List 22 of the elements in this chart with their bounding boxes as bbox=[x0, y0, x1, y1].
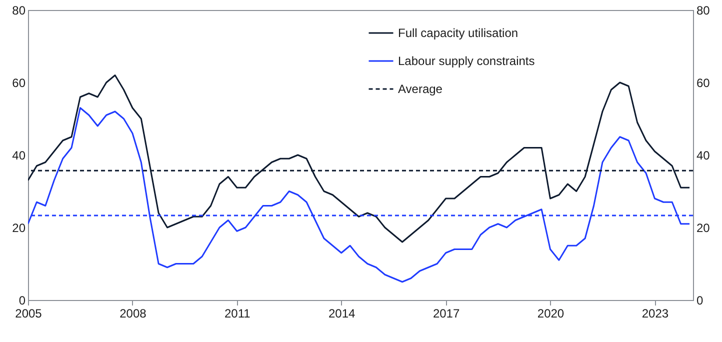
y-tick-label: 20 bbox=[12, 221, 26, 235]
legend-label: Average bbox=[398, 82, 443, 96]
x-tick-label: 2014 bbox=[328, 306, 356, 320]
x-tick-label: 2011 bbox=[224, 306, 251, 320]
x-tick-label: 2023 bbox=[642, 306, 669, 320]
line-series bbox=[28, 107, 690, 283]
y2-tick-label: 80 bbox=[696, 4, 710, 18]
line-series bbox=[28, 74, 690, 243]
x-tick-label: 2017 bbox=[432, 306, 460, 320]
x-tick-label: 2008 bbox=[120, 306, 147, 320]
legend-label: Full capacity utilisation bbox=[398, 26, 518, 40]
legend-label: Labour supply constraints bbox=[398, 54, 535, 68]
y2-tick-label: 40 bbox=[696, 148, 710, 162]
y-tick-label: 60 bbox=[12, 76, 26, 90]
x-tick-label: 2005 bbox=[15, 306, 42, 320]
y2-tick-label: 0 bbox=[696, 294, 704, 308]
y-tick-label: 80 bbox=[12, 4, 26, 18]
y-tick-label: 0 bbox=[18, 294, 26, 308]
y2-tick-label: 60 bbox=[696, 76, 710, 90]
y2-tick-label: 20 bbox=[696, 221, 710, 235]
y-tick-label: 40 bbox=[12, 148, 26, 162]
x-tick-label: 2020 bbox=[537, 306, 564, 320]
